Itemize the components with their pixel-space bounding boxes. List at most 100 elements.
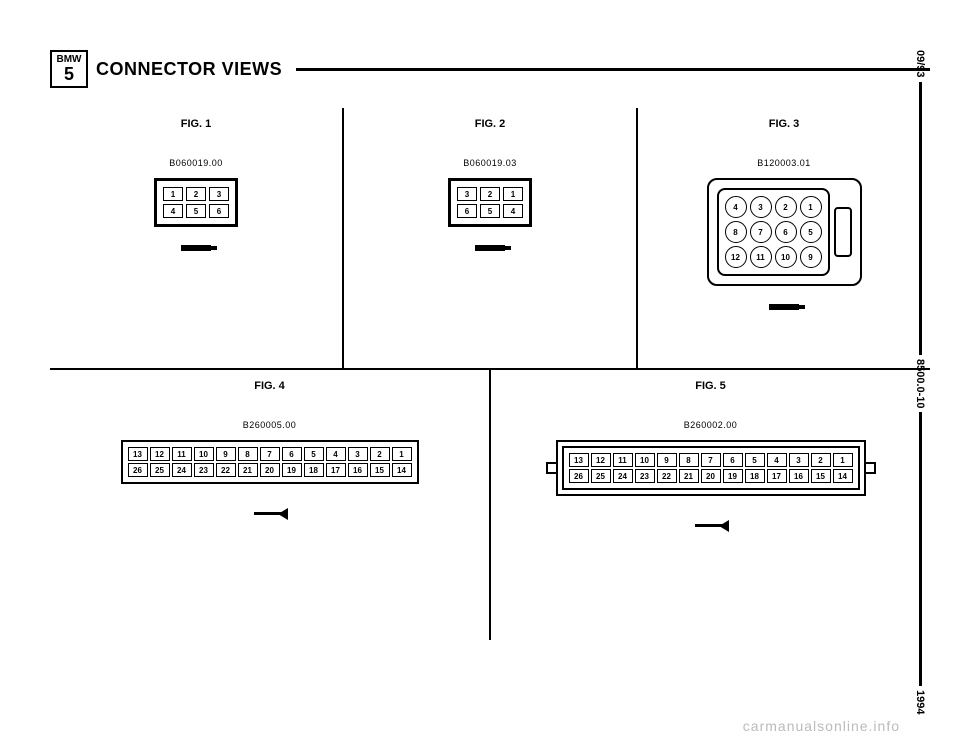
pin: 4 bbox=[503, 204, 523, 218]
pin: 4 bbox=[326, 447, 346, 461]
brand-bot: 5 bbox=[64, 65, 74, 83]
fig1-mark bbox=[181, 245, 211, 251]
fig4-connector: 1312111098765432126252423222120191817161… bbox=[121, 440, 419, 484]
pin: 11 bbox=[750, 246, 772, 268]
pin: 11 bbox=[172, 447, 192, 461]
pin: 5 bbox=[480, 204, 500, 218]
fig2-cell: FIG. 2 B060019.03 321654 bbox=[344, 108, 636, 368]
pin: 2 bbox=[186, 187, 206, 201]
pin: 20 bbox=[260, 463, 280, 477]
pin: 7 bbox=[750, 221, 772, 243]
pin: 3 bbox=[789, 453, 809, 467]
pin: 1 bbox=[800, 196, 822, 218]
pin: 23 bbox=[635, 469, 655, 483]
pin: 16 bbox=[789, 469, 809, 483]
fig3-part: B120003.01 bbox=[757, 158, 811, 168]
side-doc: 8500.0-10 bbox=[914, 359, 926, 409]
page-title: CONNECTOR VIEWS bbox=[96, 59, 282, 80]
pin: 17 bbox=[326, 463, 346, 477]
pin: 3 bbox=[750, 196, 772, 218]
pin: 4 bbox=[767, 453, 787, 467]
side-line1 bbox=[919, 82, 922, 355]
pin: 15 bbox=[811, 469, 831, 483]
pin: 12 bbox=[150, 447, 170, 461]
pin: 10 bbox=[635, 453, 655, 467]
pin: 9 bbox=[216, 447, 236, 461]
pin: 10 bbox=[194, 447, 214, 461]
pin: 13 bbox=[128, 447, 148, 461]
pin: 6 bbox=[775, 221, 797, 243]
fig4-mark bbox=[254, 512, 286, 515]
side-date: 09/93 bbox=[914, 50, 926, 78]
pin: 19 bbox=[282, 463, 302, 477]
fig5-part: B260002.00 bbox=[684, 420, 738, 430]
fig3-mark bbox=[769, 304, 799, 310]
fig3-clip bbox=[834, 207, 852, 257]
pin: 1 bbox=[392, 447, 412, 461]
pin: 21 bbox=[679, 469, 699, 483]
watermark: carmanualsonline.info bbox=[743, 718, 900, 734]
fig4-label: FIG. 4 bbox=[254, 380, 285, 392]
pin: 8 bbox=[238, 447, 258, 461]
pin: 6 bbox=[209, 204, 229, 218]
pin: 11 bbox=[613, 453, 633, 467]
pin: 7 bbox=[260, 447, 280, 461]
fig3-label: FIG. 3 bbox=[769, 118, 800, 130]
pin: 5 bbox=[800, 221, 822, 243]
pin: 3 bbox=[348, 447, 368, 461]
fig4-part: B260005.00 bbox=[243, 420, 297, 430]
fig5-cell: FIG. 5 B260002.00 1312111098765432126252… bbox=[491, 370, 930, 640]
pin: 6 bbox=[282, 447, 302, 461]
side-line2 bbox=[919, 412, 922, 685]
pin: 1 bbox=[833, 453, 853, 467]
pin: 22 bbox=[216, 463, 236, 477]
pin: 10 bbox=[775, 246, 797, 268]
pin: 18 bbox=[304, 463, 324, 477]
pin: 15 bbox=[370, 463, 390, 477]
pin: 14 bbox=[833, 469, 853, 483]
title-rule bbox=[296, 68, 930, 71]
pin: 6 bbox=[723, 453, 743, 467]
pin: 16 bbox=[348, 463, 368, 477]
fig1-connector: 123 456 bbox=[154, 178, 238, 227]
page: BMW 5 CONNECTOR VIEWS FIG. 1 B060019.00 … bbox=[50, 50, 930, 714]
brand-badge: BMW 5 bbox=[50, 50, 88, 88]
pin: 2 bbox=[811, 453, 831, 467]
pin: 2 bbox=[480, 187, 500, 201]
header: BMW 5 CONNECTOR VIEWS bbox=[50, 50, 930, 88]
pin: 4 bbox=[163, 204, 183, 218]
pin: 12 bbox=[725, 246, 747, 268]
side-strip: 09/93 8500.0-10 1994 bbox=[910, 50, 930, 714]
side-year: 1994 bbox=[914, 690, 926, 714]
pin: 9 bbox=[800, 246, 822, 268]
pin: 9 bbox=[657, 453, 677, 467]
pin: 5 bbox=[186, 204, 206, 218]
pin: 24 bbox=[613, 469, 633, 483]
pin: 26 bbox=[569, 469, 589, 483]
pin: 21 bbox=[238, 463, 258, 477]
fig3-connector: 4321 8765 1211109 bbox=[717, 188, 830, 276]
pin: 8 bbox=[725, 221, 747, 243]
pin: 20 bbox=[701, 469, 721, 483]
pin: 17 bbox=[767, 469, 787, 483]
pin: 1 bbox=[163, 187, 183, 201]
pin: 18 bbox=[745, 469, 765, 483]
pin: 2 bbox=[775, 196, 797, 218]
pin: 1 bbox=[503, 187, 523, 201]
pin: 14 bbox=[392, 463, 412, 477]
fig5-mark bbox=[695, 524, 727, 527]
fig5-label: FIG. 5 bbox=[695, 380, 726, 392]
pin: 7 bbox=[701, 453, 721, 467]
pin: 25 bbox=[591, 469, 611, 483]
fig2-mark bbox=[475, 245, 505, 251]
fig5-connector-outer: 1312111098765432126252423222120191817161… bbox=[556, 440, 866, 496]
pin: 6 bbox=[457, 204, 477, 218]
pin: 5 bbox=[745, 453, 765, 467]
fig3-cell: FIG. 3 B120003.01 4321 8765 1211109 bbox=[638, 108, 930, 368]
pin: 4 bbox=[725, 196, 747, 218]
pin: 8 bbox=[679, 453, 699, 467]
pin: 3 bbox=[209, 187, 229, 201]
fig2-part: B060019.03 bbox=[463, 158, 517, 168]
fig1-label: FIG. 1 bbox=[181, 118, 212, 130]
pin: 24 bbox=[172, 463, 192, 477]
